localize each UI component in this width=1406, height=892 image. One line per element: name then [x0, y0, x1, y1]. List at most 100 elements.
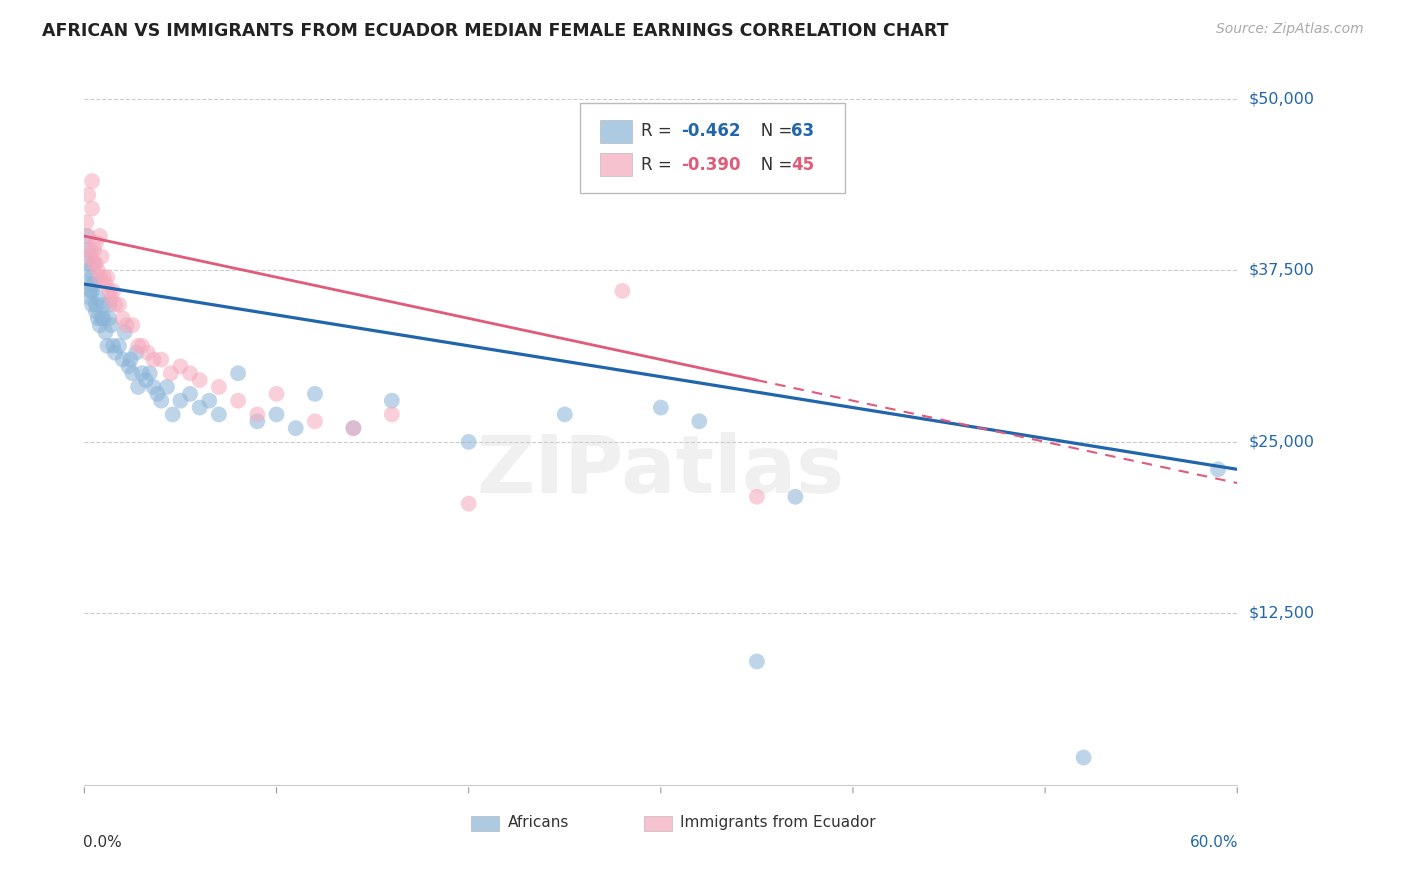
Point: [457, 434, 479, 449]
Text: 45: 45: [792, 156, 814, 174]
Point: [136, 345, 159, 359]
Point: [89, 229, 111, 244]
Point: [79, 291, 101, 305]
FancyBboxPatch shape: [581, 103, 845, 193]
Point: [554, 408, 576, 422]
Point: [93, 298, 115, 312]
Text: $37,500: $37,500: [1249, 263, 1315, 277]
Point: [84, 256, 107, 270]
Point: [146, 387, 169, 401]
Point: [1206, 462, 1229, 476]
Point: [688, 414, 710, 428]
Bar: [644, 815, 672, 831]
Point: [162, 408, 184, 422]
Text: $12,500: $12,500: [1249, 606, 1315, 621]
Point: [120, 352, 142, 367]
Point: [156, 380, 179, 394]
Point: [87, 291, 110, 305]
Point: [785, 490, 807, 504]
Point: [169, 393, 191, 408]
Point: [745, 655, 768, 669]
Text: N =: N =: [745, 121, 797, 139]
Point: [80, 202, 103, 216]
Point: [79, 250, 101, 264]
Point: [150, 393, 173, 408]
Text: ZIPatlas: ZIPatlas: [477, 432, 845, 510]
Point: [457, 497, 479, 511]
Point: [75, 229, 97, 244]
Point: [131, 339, 153, 353]
Point: [284, 421, 307, 435]
Point: [127, 339, 149, 353]
Point: [77, 256, 100, 270]
Point: [246, 414, 269, 428]
Point: [84, 298, 107, 312]
Point: [150, 352, 173, 367]
Point: [80, 284, 103, 298]
Point: [179, 387, 201, 401]
Point: [77, 187, 100, 202]
Point: [142, 352, 165, 367]
Point: [96, 339, 118, 353]
Point: [80, 298, 103, 312]
Point: [266, 408, 288, 422]
Point: [94, 325, 117, 339]
Point: [87, 311, 110, 326]
Text: -0.462: -0.462: [682, 121, 741, 139]
Point: [75, 215, 97, 229]
Point: [84, 235, 107, 250]
Point: [90, 250, 112, 264]
Text: AFRICAN VS IMMIGRANTS FROM ECUADOR MEDIAN FEMALE EARNINGS CORRELATION CHART: AFRICAN VS IMMIGRANTS FROM ECUADOR MEDIA…: [42, 22, 949, 40]
Text: 0.0%: 0.0%: [83, 835, 122, 850]
Point: [169, 359, 191, 374]
Point: [142, 380, 165, 394]
Point: [83, 243, 105, 257]
Point: [77, 263, 100, 277]
Point: [89, 270, 111, 285]
Point: [80, 270, 103, 285]
Point: [188, 373, 211, 387]
Point: [266, 387, 288, 401]
Point: [80, 174, 103, 188]
Point: [115, 318, 138, 333]
Text: -0.390: -0.390: [682, 156, 741, 174]
Point: [381, 408, 404, 422]
Point: [208, 408, 231, 422]
Point: [188, 401, 211, 415]
Point: [381, 393, 404, 408]
Point: [83, 256, 105, 270]
Point: [198, 393, 221, 408]
Point: [1073, 750, 1095, 764]
Text: N =: N =: [745, 156, 797, 174]
Text: $25,000: $25,000: [1249, 434, 1315, 450]
Point: [108, 298, 131, 312]
Point: [138, 366, 160, 380]
Point: [342, 421, 364, 435]
Point: [304, 414, 326, 428]
Text: R =: R =: [641, 156, 678, 174]
Point: [103, 339, 124, 353]
Point: [103, 284, 124, 298]
Point: [111, 311, 134, 326]
Point: [108, 339, 131, 353]
Text: Immigrants from Ecuador: Immigrants from Ecuador: [681, 815, 876, 830]
Point: [96, 270, 118, 285]
Point: [208, 380, 231, 394]
Text: 63: 63: [792, 121, 814, 139]
Point: [87, 263, 110, 277]
Point: [342, 421, 364, 435]
Point: [304, 387, 326, 401]
Point: [98, 298, 121, 312]
Text: Africans: Africans: [508, 815, 569, 830]
Point: [98, 284, 121, 298]
Point: [226, 366, 249, 380]
Text: $50,000: $50,000: [1249, 91, 1315, 106]
Point: [83, 256, 105, 270]
Point: [111, 352, 134, 367]
Point: [77, 229, 100, 244]
Text: 60.0%: 60.0%: [1189, 835, 1239, 850]
Point: [121, 318, 143, 333]
Point: [104, 298, 127, 312]
Point: [745, 490, 768, 504]
Point: [93, 311, 115, 326]
